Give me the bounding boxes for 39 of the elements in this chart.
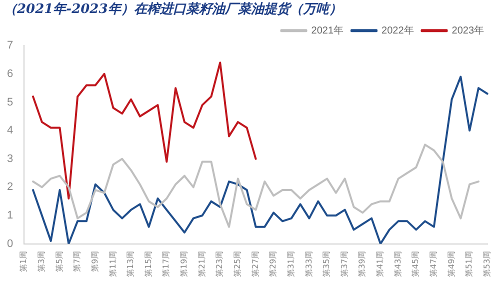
x-tick-label: 第11周 — [108, 250, 118, 278]
x-tick-label: 第41周 — [376, 250, 385, 278]
x-tick-label: 第35周 — [322, 250, 332, 278]
x-tick-label: 第9周 — [90, 250, 100, 272]
y-tick-label: 5 — [6, 96, 14, 108]
x-tick-label: 第43周 — [393, 250, 402, 278]
legend-label: 2023年 — [452, 24, 484, 36]
x-tick-label: 第15周 — [144, 250, 153, 278]
x-tick-label: 第25周 — [233, 250, 242, 278]
x-tick-label: 第23周 — [215, 250, 224, 278]
x-tick-label: 第51周 — [464, 250, 474, 278]
y-tick-label: 1 — [6, 210, 14, 222]
x-tick-label: 第27周 — [250, 250, 260, 278]
y-tick-label: 4 — [6, 124, 14, 137]
y-tick-label: 3 — [6, 152, 14, 165]
x-tick-label: 第39周 — [358, 250, 367, 278]
legend-label: 2021年 — [311, 24, 344, 36]
x-tick-label: 第21周 — [197, 250, 206, 278]
x-tick-label: 第17周 — [162, 250, 171, 278]
x-tick-label: 第5周 — [54, 250, 64, 272]
x-tick-label: 第47周 — [429, 250, 438, 278]
y-tick-label: 7 — [6, 40, 14, 52]
x-tick-label: 第33周 — [304, 250, 314, 278]
chart-title: （2021年-2023年）在榨进口菜籽油厂菜油提货（万吨） — [4, 1, 342, 18]
x-tick-label: 第45周 — [411, 250, 420, 278]
x-tick-label: 第29周 — [268, 250, 278, 278]
x-tick-label: 第13周 — [126, 250, 136, 278]
x-tick-label: 第53周 — [482, 250, 492, 278]
x-tick-label: 第19周 — [180, 250, 189, 278]
y-tick-label: 2 — [6, 181, 14, 194]
x-tick-label: 第31周 — [286, 250, 296, 278]
x-tick-label: 第3周 — [37, 250, 46, 272]
x-tick-label: 第49周 — [446, 250, 456, 278]
x-tick-label: 第1周 — [19, 250, 28, 272]
legend-label: 2022年 — [382, 24, 414, 36]
x-tick-label: 第7周 — [72, 250, 82, 272]
x-tick-label: 第37周 — [340, 250, 349, 278]
y-tick-label: 6 — [6, 68, 14, 80]
y-tick-label: 0 — [6, 238, 14, 250]
